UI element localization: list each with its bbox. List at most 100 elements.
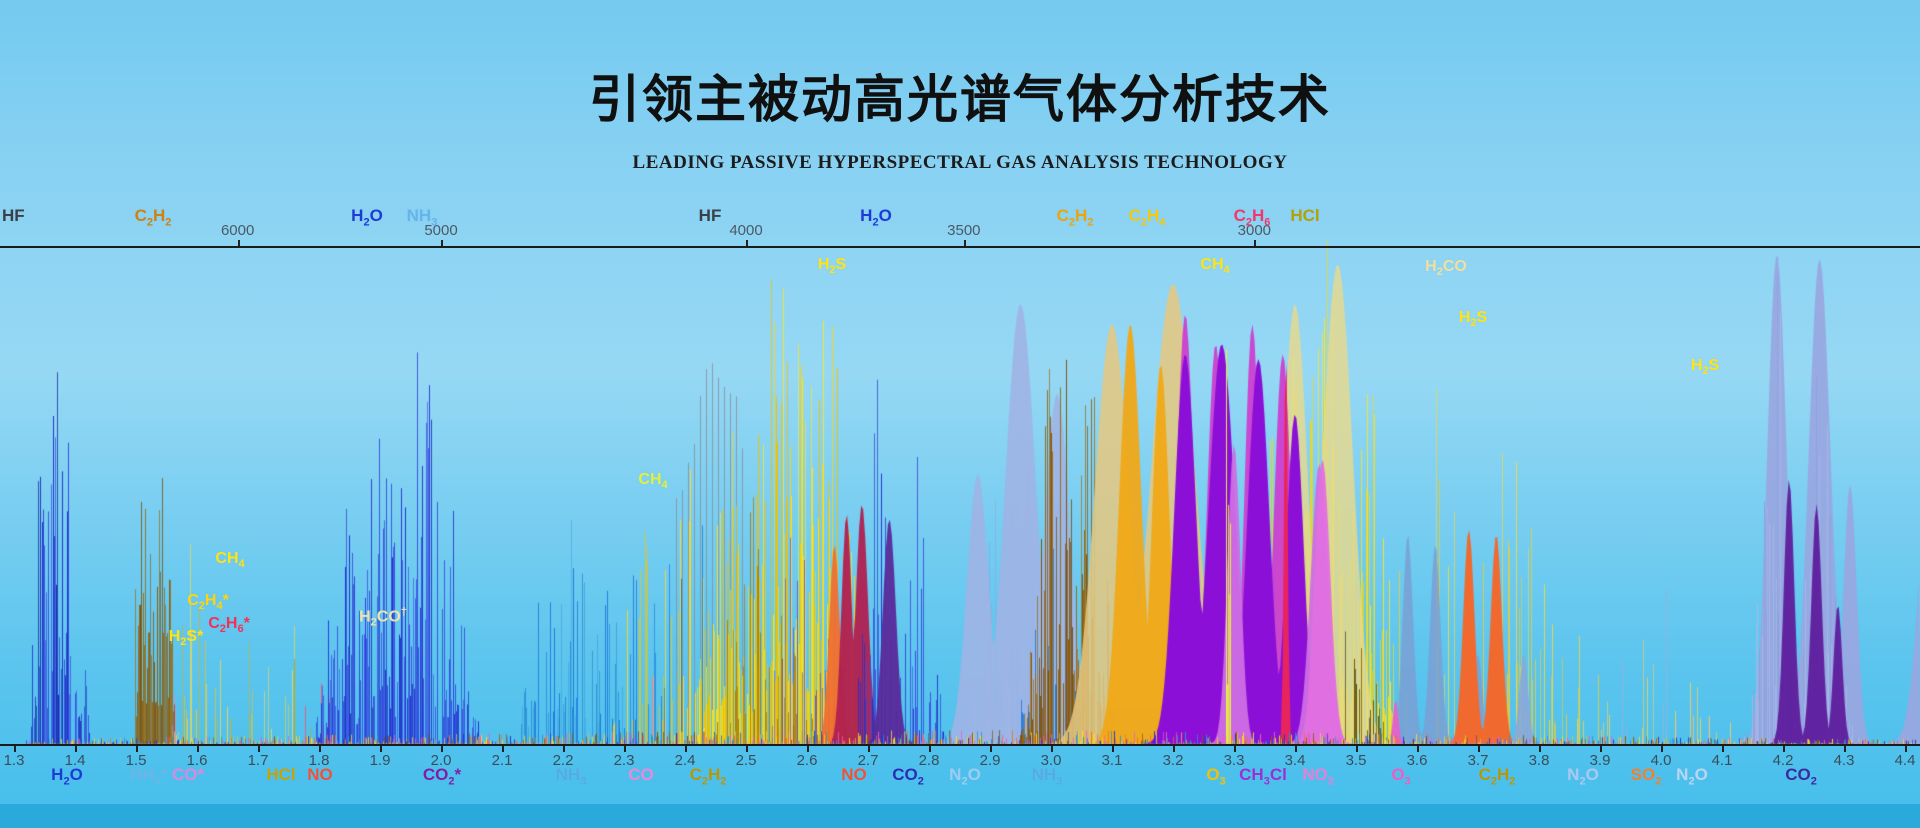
bottom-axis-tick-label: 4.3	[1833, 752, 1855, 769]
bottom-axis-tick-label: 2.2	[552, 752, 574, 769]
bottom-gas-label: CO2	[892, 765, 924, 788]
bottom-axis-tick	[197, 746, 199, 752]
bottom-gas-label: N2O	[1676, 765, 1708, 788]
top-axis-line	[0, 246, 1920, 248]
top-axis-tick	[963, 240, 966, 246]
plot-gas-label: H2S*	[168, 628, 204, 649]
bottom-axis-tick-label: 1.6	[186, 752, 208, 769]
plot-gas-label: H2S	[1690, 357, 1720, 378]
top-axis-tick-label: 5000	[424, 222, 458, 239]
plot-gas-label: H2S	[1458, 309, 1488, 330]
bottom-gas-label: CO	[628, 765, 654, 784]
top-gas-label: H2O	[351, 206, 383, 229]
bottom-gas-label: N2O	[949, 765, 981, 788]
bottom-axis-tick-label: 3.0	[1040, 752, 1062, 769]
bottom-axis-tick	[929, 746, 931, 752]
bottom-axis-tick-label: 3.1	[1101, 752, 1123, 769]
top-gas-label: C2H2	[134, 206, 172, 229]
bottom-axis-line	[0, 744, 1920, 746]
plot-gas-label: CH4	[638, 471, 668, 492]
bottom-axis-tick-label: 3.8	[1528, 752, 1550, 769]
top-axis-tick-label: 3500	[947, 222, 981, 239]
bottom-axis-tick-label: 2.9	[979, 752, 1001, 769]
bottom-axis-tick	[1356, 746, 1358, 752]
bottom-axis-tick-label: 2.7	[857, 752, 879, 769]
bottom-axis-tick	[1844, 746, 1846, 752]
bottom-axis-tick	[258, 746, 260, 752]
bottom-gas-label: O3	[1206, 765, 1226, 788]
bottom-axis-tick-label: 3.6	[1406, 752, 1428, 769]
page-title: 引领主被动高光谱气体分析技术	[588, 71, 1331, 128]
bottom-axis-tick	[1539, 746, 1541, 752]
top-axis-tick	[441, 240, 443, 246]
bottom-axis-tick-label: 1.4	[64, 752, 86, 769]
bottom-axis-tick-label: 1.9	[369, 752, 391, 769]
plot-gas-label: CH4	[215, 550, 245, 571]
bottom-axis-tick-label: 2.6	[796, 752, 818, 769]
bottom-axis-tick-label: 4.1	[1711, 752, 1733, 769]
bottom-gas-label: NO	[307, 765, 333, 784]
bottom-axis-tick	[1600, 746, 1602, 752]
bottom-axis-tick-label: 3.4	[1284, 752, 1306, 769]
bottom-axis-tick	[136, 746, 138, 752]
bottom-gas-label: CH3Cl	[1239, 765, 1287, 788]
top-gas-label: NH3	[406, 206, 438, 229]
top-gas-label: C2H4	[1128, 206, 1166, 229]
bottom-axis-tick-label: 4.0	[1650, 752, 1672, 769]
bottom-axis-tick-label: 2.3	[613, 752, 635, 769]
bottom-gas-label: NH3	[1031, 765, 1063, 788]
bottom-axis-tick-label: 1.3	[3, 752, 25, 769]
top-gas-label: HF	[698, 206, 722, 225]
bottom-axis-tick	[319, 746, 321, 752]
bottom-axis-tick	[1051, 746, 1053, 752]
bottom-gas-label: C2H2	[689, 765, 727, 788]
top-gas-label: HF	[2, 206, 25, 225]
bottom-axis-tick-label: 1.7	[247, 752, 269, 769]
top-axis-tick	[1254, 240, 1257, 246]
bottom-gas-label: NO	[841, 765, 867, 784]
bottom-gas-label: NH3	[555, 765, 587, 788]
bottom-gas-label: SO2	[1630, 765, 1662, 788]
bottom-axis-tick-label: 3.5	[1345, 752, 1367, 769]
footer-strip	[0, 804, 1920, 828]
top-gas-label: C2H2	[1056, 206, 1094, 229]
bottom-axis-tick-label: 2.4	[674, 752, 696, 769]
bottom-axis-tick-label: 3.2	[1162, 752, 1184, 769]
plot-gas-label: H2CO	[1425, 258, 1467, 279]
bottom-axis-tick-label: 2.0	[430, 752, 452, 769]
bottom-axis-tick-label: 4.4	[1894, 752, 1916, 769]
bottom-axis-tick	[380, 746, 382, 752]
top-gas-label: C2H6	[1233, 206, 1271, 229]
bottom-gas-label: NH3*	[130, 765, 168, 788]
bottom-axis-tick-label: 3.3	[1223, 752, 1245, 769]
bottom-axis-tick-label: 3.9	[1589, 752, 1611, 769]
bottom-axis-tick	[990, 746, 992, 752]
bottom-gas-label: C2H2	[1478, 765, 1516, 788]
bottom-axis-tick	[807, 746, 809, 752]
top-axis-tick	[746, 240, 748, 246]
bottom-axis-tick	[75, 746, 77, 752]
bottom-gas-label: CO2*	[422, 765, 462, 788]
bottom-gas-label: CO*	[171, 765, 205, 784]
bottom-gas-label: NO2	[1302, 765, 1334, 788]
bottom-gas-label: O3	[1391, 765, 1411, 788]
top-axis-tick	[237, 240, 240, 246]
bottom-axis-tick	[624, 746, 626, 752]
plot-gas-label: H2S	[817, 256, 847, 277]
bottom-axis-tick-label: 4.2	[1772, 752, 1794, 769]
top-axis-tick-label: 6000	[220, 222, 255, 239]
bottom-axis-tick-label: 3.7	[1467, 752, 1489, 769]
bottom-axis-tick	[868, 746, 870, 752]
bottom-axis-tick	[1417, 746, 1419, 752]
bottom-axis-tick	[746, 746, 748, 752]
bottom-axis-tick	[1661, 746, 1663, 752]
top-axis-tick-label: 3000	[1237, 222, 1272, 239]
bottom-axis-tick	[1295, 746, 1297, 752]
bottom-gas-label: N2O	[1567, 765, 1599, 788]
bottom-axis-tick-label: 1.5	[125, 752, 147, 769]
bottom-axis-tick	[14, 746, 16, 752]
bottom-axis-tick	[1112, 746, 1114, 752]
bottom-axis-tick	[502, 746, 504, 752]
plot-gas-label: CH4	[1200, 256, 1230, 277]
